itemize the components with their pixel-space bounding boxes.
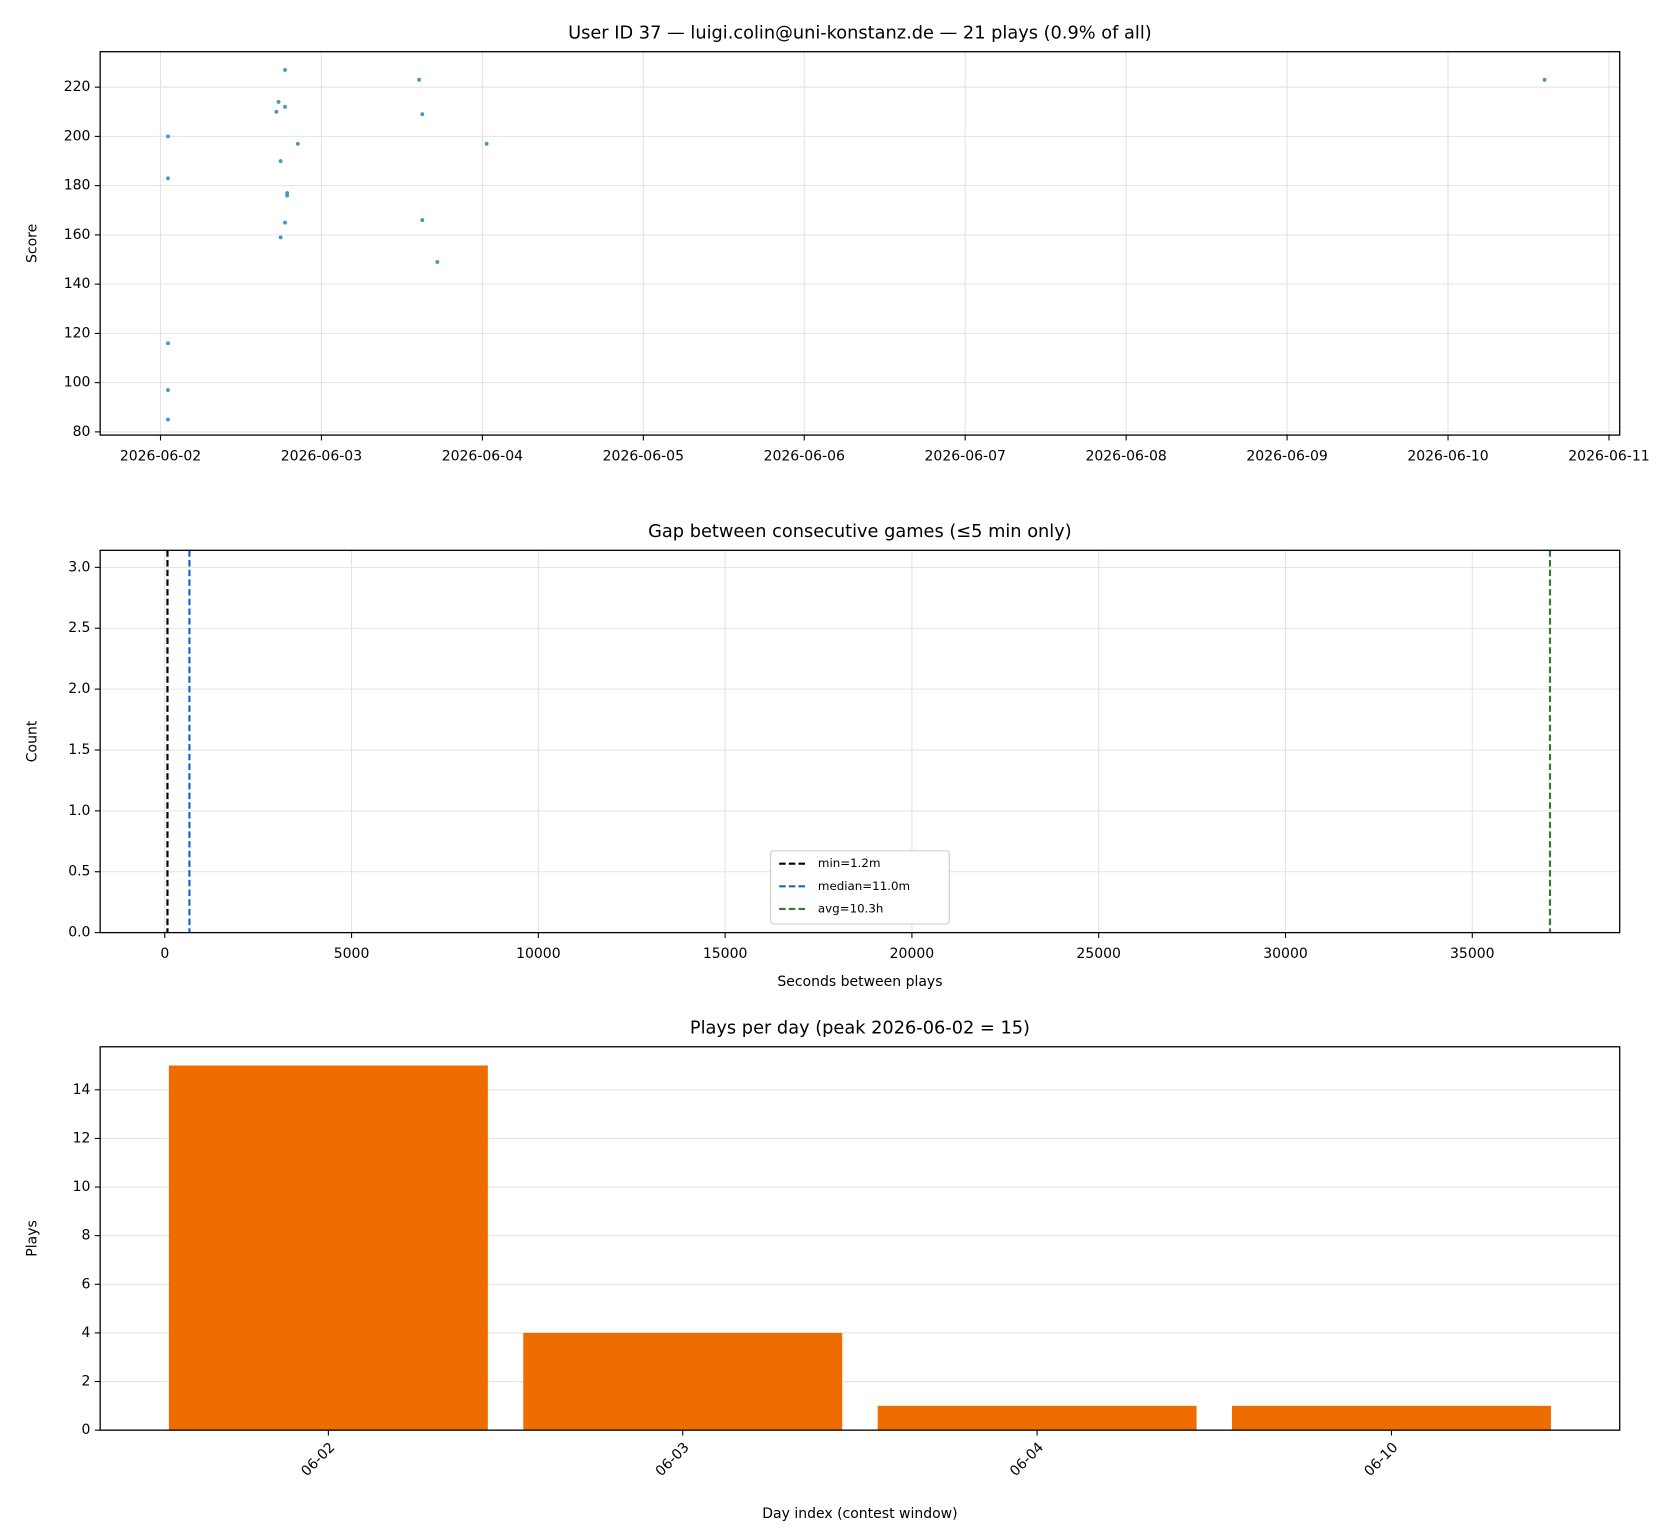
x-tick-label: 5000 bbox=[334, 946, 370, 962]
y-tick-label: 200 bbox=[64, 128, 91, 144]
y-tick-label: 2.0 bbox=[68, 681, 90, 697]
point bbox=[283, 220, 287, 225]
y-tick-label: 2.5 bbox=[68, 620, 90, 636]
bar bbox=[877, 1405, 1197, 1431]
x-tick-label: 2026-06-05 bbox=[603, 449, 684, 465]
point bbox=[166, 341, 170, 346]
point bbox=[484, 141, 489, 146]
y-tick-label: 100 bbox=[64, 375, 91, 391]
y-tick-label: 2 bbox=[82, 1374, 91, 1390]
x-tick-label: 2026-06-08 bbox=[1085, 449, 1166, 465]
x-tick-label: 2026-06-04 bbox=[442, 449, 523, 465]
x-tick-label: 2026-06-07 bbox=[925, 449, 1006, 465]
point bbox=[166, 388, 170, 392]
legend: min=1.2m median=11.0m avg=10.3h bbox=[770, 850, 950, 925]
y-tick-label: 0.0 bbox=[68, 925, 90, 941]
x-tick-label: 20000 bbox=[890, 946, 935, 962]
y-tick-label: 10 bbox=[73, 1179, 91, 1195]
y-tick-label: 1.0 bbox=[68, 803, 90, 819]
legend-label: avg=10.3h bbox=[818, 901, 883, 915]
y-axis-label: Count bbox=[24, 720, 40, 762]
point bbox=[278, 235, 283, 240]
bar bbox=[523, 1332, 843, 1431]
x-tick-label: 25000 bbox=[1076, 946, 1121, 962]
legend-box bbox=[770, 850, 950, 925]
x-axis-label: Day index (contest window) bbox=[762, 1506, 957, 1522]
x-tick-label: 2026-06-11 bbox=[1568, 449, 1649, 465]
point bbox=[417, 77, 422, 82]
y-tick-label: 160 bbox=[64, 227, 91, 243]
y-tick-label: 180 bbox=[64, 178, 91, 194]
plot-frame bbox=[99, 549, 1621, 934]
x-tick-label: 2026-06-10 bbox=[1407, 449, 1488, 465]
x-tick-label: 35000 bbox=[1450, 946, 1495, 962]
y-tick-label: 4 bbox=[82, 1325, 91, 1341]
point bbox=[420, 112, 425, 117]
point bbox=[283, 67, 287, 72]
y-axis-label: Plays bbox=[24, 1220, 40, 1257]
x-tick-label: 30000 bbox=[1263, 946, 1308, 962]
y-tick-label: 3.0 bbox=[68, 559, 90, 575]
bar bbox=[1232, 1405, 1551, 1431]
point bbox=[420, 218, 425, 223]
y-tick-label: 140 bbox=[64, 276, 91, 292]
point bbox=[166, 417, 170, 422]
y-tick-label: 120 bbox=[64, 325, 91, 341]
point bbox=[285, 193, 290, 198]
chart-title: Gap between consecutive games (≤5 min on… bbox=[648, 522, 1072, 542]
y-tick-label: 14 bbox=[73, 1082, 91, 1098]
plot-frame bbox=[99, 51, 1621, 436]
x-tick-label: 15000 bbox=[703, 946, 748, 962]
x-tick-label: 2026-06-03 bbox=[281, 449, 362, 465]
plot-frame bbox=[99, 1046, 1621, 1431]
chart-title: User ID 37 — luigi.colin@uni-konstanz.de… bbox=[568, 23, 1152, 43]
x-tick-label: 2026-06-06 bbox=[764, 449, 845, 465]
point bbox=[276, 99, 281, 104]
legend-label: min=1.2m bbox=[818, 856, 881, 870]
y-tick-label: 12 bbox=[73, 1130, 91, 1146]
point bbox=[166, 176, 170, 181]
bar bbox=[168, 1065, 488, 1431]
x-tick-label: 0 bbox=[160, 946, 169, 962]
point bbox=[295, 141, 300, 146]
y-tick-label: 8 bbox=[82, 1228, 91, 1244]
point bbox=[274, 109, 279, 114]
x-tick-label: 2026-06-02 bbox=[120, 449, 201, 465]
point bbox=[1542, 77, 1547, 82]
x-tick-label: 2026-06-09 bbox=[1246, 449, 1327, 465]
point bbox=[283, 104, 287, 109]
point bbox=[435, 260, 440, 264]
y-tick-label: 0 bbox=[82, 1422, 91, 1438]
point bbox=[278, 159, 283, 163]
chart-title: Plays per day (peak 2026-06-02 = 15) bbox=[690, 1018, 1030, 1038]
x-tick-label: 10000 bbox=[516, 946, 561, 962]
point bbox=[166, 134, 170, 139]
legend-label: median=11.0m bbox=[818, 879, 910, 893]
y-tick-label: 1.5 bbox=[68, 742, 90, 758]
x-axis-label: Seconds between plays bbox=[777, 974, 942, 990]
y-tick-label: 80 bbox=[73, 424, 91, 440]
y-tick-label: 220 bbox=[64, 79, 91, 95]
y-axis-label: Score bbox=[24, 224, 40, 263]
y-tick-label: 0.5 bbox=[68, 864, 90, 880]
y-tick-label: 6 bbox=[82, 1276, 91, 1292]
